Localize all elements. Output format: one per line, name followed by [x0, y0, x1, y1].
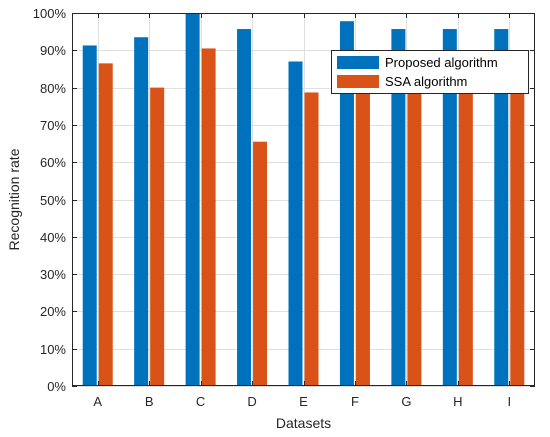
bar-proposed — [442, 29, 457, 386]
axes-frame — [72, 13, 535, 386]
x-tick-label: E — [299, 394, 308, 409]
bar-proposed — [237, 29, 252, 386]
bar-ssa — [150, 87, 165, 386]
y-tick-label: 80% — [40, 81, 66, 96]
y-tick-label: 70% — [40, 118, 66, 133]
legend-swatch — [337, 75, 379, 88]
bar-proposed — [134, 37, 149, 387]
bar-ssa — [407, 87, 422, 386]
y-tick-label: 50% — [40, 193, 66, 208]
bar-ssa — [201, 48, 216, 387]
bar-ssa — [510, 75, 525, 386]
x-tick-label: D — [247, 394, 256, 409]
y-axis-ticks: 0% 10% 20% 30% 40% 50% 60% 70% 80% 90% 100% — [33, 6, 535, 394]
x-axis-label: Datasets — [276, 415, 331, 431]
legend-swatch — [337, 56, 379, 69]
x-tick-label: B — [145, 394, 154, 409]
y-tick-label: 100% — [33, 6, 67, 21]
x-tick-label: C — [196, 394, 205, 409]
bars — [82, 13, 525, 387]
x-tick-label: F — [351, 394, 359, 409]
bar-ssa — [98, 63, 113, 386]
bar-proposed — [494, 29, 509, 386]
x-tick-label: A — [93, 394, 102, 409]
x-tick-label: H — [453, 394, 462, 409]
x-tick-label: I — [507, 394, 511, 409]
bar-proposed — [288, 61, 303, 387]
y-tick-label: 10% — [40, 342, 66, 357]
bar-proposed — [82, 45, 97, 387]
y-tick-label: 20% — [40, 304, 66, 319]
legend-label: Proposed algorithm — [385, 55, 498, 70]
y-tick-label: 40% — [40, 230, 66, 245]
bar-proposed — [391, 29, 406, 386]
y-tick-label: 90% — [40, 43, 66, 58]
bar-proposed — [185, 13, 200, 386]
bar-ssa — [304, 92, 319, 386]
bar-proposed — [339, 21, 354, 387]
x-tick-label: G — [401, 394, 411, 409]
y-tick-label: 60% — [40, 155, 66, 170]
legend-label: SSA algorithm — [385, 74, 467, 89]
legend: Proposed algorithm SSA algorithm — [331, 50, 529, 94]
bar-ssa — [355, 50, 370, 387]
y-tick-label: 0% — [47, 379, 66, 394]
x-axis-ticks: A B C D E F G H I — [93, 13, 511, 409]
bar-ssa — [458, 87, 473, 386]
y-tick-label: 30% — [40, 267, 66, 282]
y-axis-label: Recognition rate — [6, 148, 22, 250]
bar-ssa — [253, 141, 268, 386]
